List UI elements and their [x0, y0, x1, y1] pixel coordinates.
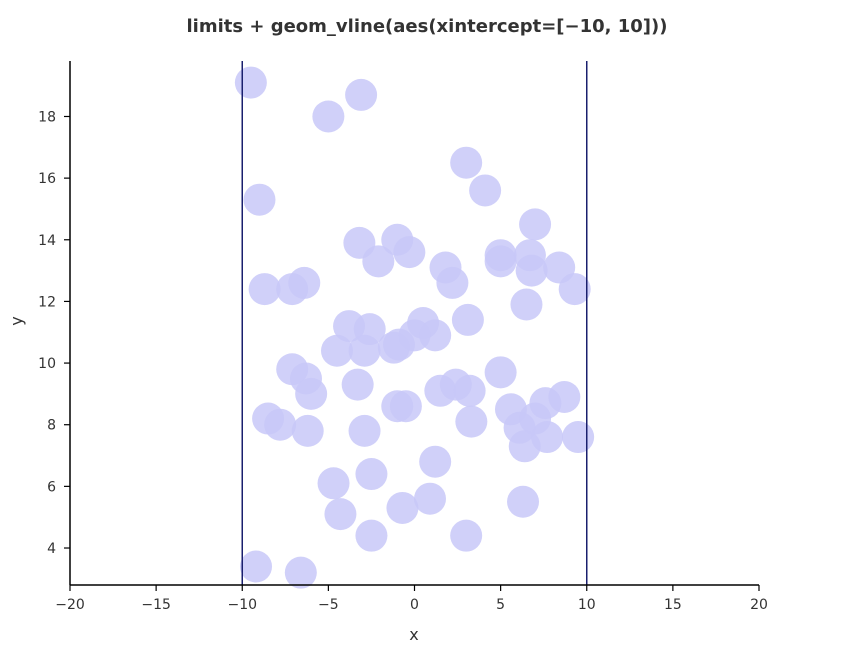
x-axis-label: x: [409, 625, 418, 644]
data-point-14: [484, 245, 517, 278]
x-axis-ticks: −20 −15 −10 −5 0 5 10 15 20: [55, 585, 768, 613]
data-point-26: [348, 334, 381, 367]
x-tick-label-1: −15: [141, 597, 171, 613]
data-point-59: [324, 498, 357, 531]
x-tick-label-3: −5: [318, 597, 339, 613]
y-tick-label-5: 14: [38, 233, 56, 249]
data-point-10: [393, 236, 426, 269]
data-point-0: [234, 66, 267, 99]
data-point-5: [469, 174, 502, 207]
data-point-40: [453, 374, 486, 407]
x-tick-label-6: 10: [578, 597, 596, 613]
y-axis-ticks: 4 6 8 10 12 14 16 18: [38, 109, 70, 557]
x-tick-label-7: 15: [664, 597, 682, 613]
data-point-37: [484, 356, 517, 389]
data-point-32: [398, 319, 431, 352]
data-point-47: [531, 421, 564, 454]
data-point-48: [548, 380, 581, 413]
x-tick-label-4: 0: [410, 597, 419, 613]
data-point-6: [519, 208, 552, 241]
y-tick-label-7: 18: [38, 109, 56, 125]
y-tick-label-4: 12: [38, 294, 56, 310]
vlines-layer: [241, 61, 588, 585]
data-point-61: [414, 482, 447, 515]
data-point-16: [515, 254, 548, 287]
data-point-55: [389, 390, 422, 423]
data-point-57: [317, 467, 350, 500]
x-tick-label-0: −20: [55, 597, 85, 613]
y-tick-label-3: 10: [38, 356, 56, 372]
data-point-31: [451, 303, 484, 336]
y-tick-label-0: 4: [47, 541, 56, 557]
data-point-65: [240, 550, 273, 583]
data-point-51: [264, 408, 297, 441]
y-tick-label-6: 16: [38, 171, 56, 187]
data-point-35: [295, 377, 328, 410]
data-point-2: [312, 100, 345, 133]
data-point-64: [450, 519, 483, 552]
y-axis-label: y: [7, 316, 26, 325]
data-point-49: [562, 421, 595, 454]
data-point-18: [510, 288, 543, 321]
data-point-63: [355, 519, 388, 552]
data-point-53: [348, 414, 381, 447]
data-point-62: [507, 485, 540, 518]
x-tick-label-8: 20: [750, 597, 768, 613]
data-point-20: [248, 273, 281, 306]
chart-title: limits + geom_vline(aes(xintercept=[−10,…: [187, 16, 668, 37]
data-point-9: [362, 245, 395, 278]
data-point-4: [450, 146, 483, 179]
data-point-58: [355, 458, 388, 491]
y-tick-label-1: 6: [47, 479, 56, 495]
data-point-41: [455, 405, 488, 438]
data-point-60: [386, 491, 419, 524]
data-point-52: [291, 414, 324, 447]
y-tick-label-2: 8: [47, 418, 56, 434]
data-point-56: [419, 445, 452, 478]
data-point-12: [436, 266, 469, 299]
data-point-25: [320, 334, 353, 367]
points-layer: [234, 66, 595, 589]
x-tick-label-2: −10: [227, 597, 257, 613]
data-point-22: [288, 266, 321, 299]
data-point-1: [345, 78, 378, 111]
data-point-36: [341, 368, 374, 401]
data-point-19: [558, 273, 591, 306]
data-point-3: [243, 183, 276, 216]
data-point-66: [284, 556, 317, 589]
x-tick-label-5: 5: [496, 597, 505, 613]
